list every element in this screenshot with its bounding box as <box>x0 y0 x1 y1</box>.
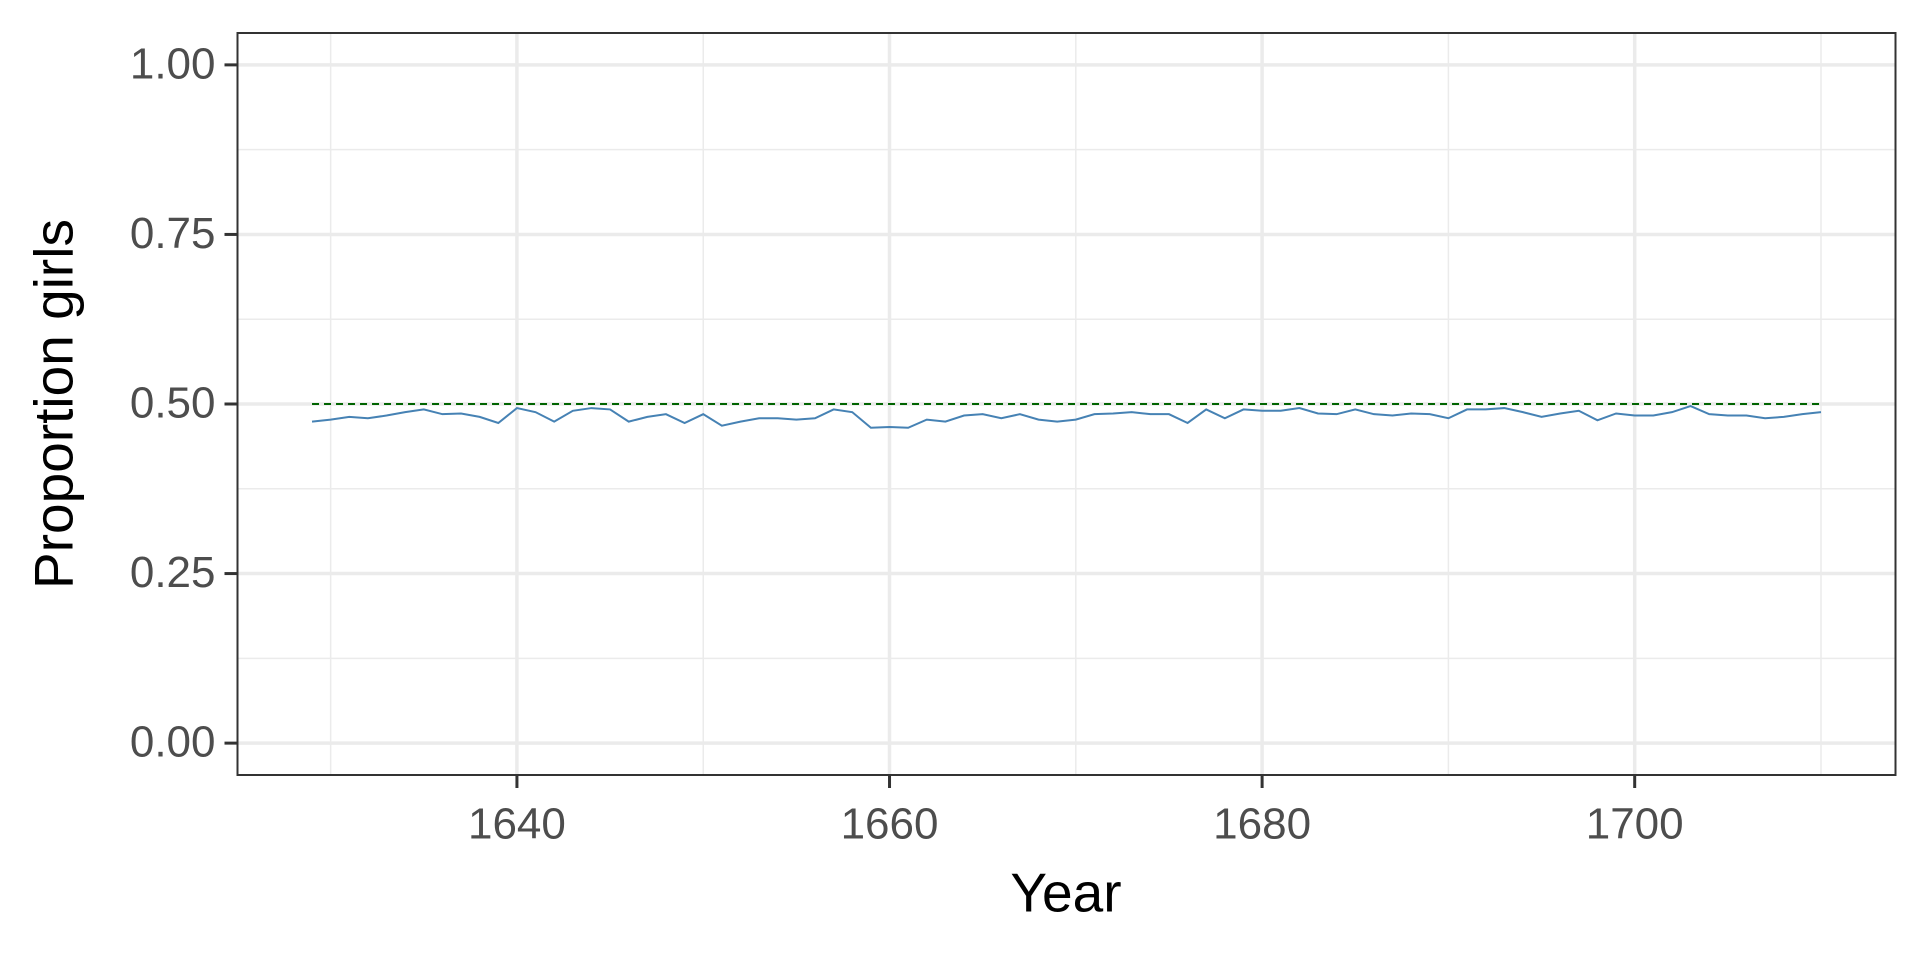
x-tick-label: 1660 <box>841 800 939 849</box>
x-axis-title: Year <box>1010 862 1121 924</box>
y-tick-label: 0.00 <box>130 718 216 767</box>
plot-border <box>236 32 1897 776</box>
y-axis-title: Proportion girls <box>23 219 85 589</box>
y-tick-label: 0.25 <box>130 548 216 597</box>
data-line <box>311 404 1822 429</box>
y-tick-label: 1.00 <box>130 40 216 89</box>
y-tick-label: 0.75 <box>130 209 216 258</box>
x-tick-label: 1640 <box>468 800 566 849</box>
x-tick-label: 1680 <box>1213 800 1311 849</box>
x-tick-label: 1700 <box>1586 800 1684 849</box>
y-tick-label: 0.50 <box>130 379 216 428</box>
